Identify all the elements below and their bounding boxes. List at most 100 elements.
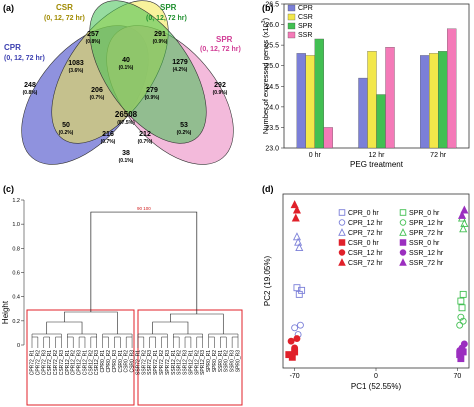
dendrogram-branch bbox=[55, 336, 62, 340]
region-count: 26508 bbox=[115, 110, 138, 119]
data-point bbox=[291, 344, 299, 352]
dendrogram-branch bbox=[137, 333, 168, 337]
legend-marker bbox=[399, 228, 407, 236]
dendrogram-leaf-label: SSR12_R3 bbox=[183, 350, 189, 375]
data-point bbox=[292, 232, 301, 241]
y-axis-label: PC2 (19.05%) bbox=[263, 256, 272, 307]
data-point bbox=[295, 242, 304, 251]
bar bbox=[323, 127, 333, 149]
dendrogram-leaf-label: CPR72_R3 bbox=[41, 350, 47, 376]
region-percent: (0.9%) bbox=[153, 39, 168, 45]
legend-swatch bbox=[287, 4, 296, 12]
legend-label: CSR bbox=[298, 14, 313, 21]
x-tick-label: 0 bbox=[374, 373, 378, 380]
dendrogram-leaf-label: CPR12_R2 bbox=[71, 350, 77, 376]
region-percent: (0.2%) bbox=[177, 130, 192, 136]
dendrogram-leaf-label: SSR0_R1 bbox=[218, 350, 224, 372]
y-tick-label: 26.0 bbox=[265, 22, 279, 29]
dendrogram-leaf-label: SPR72_R3 bbox=[165, 350, 171, 375]
set-label-cpr: CPR bbox=[4, 43, 21, 52]
bar-chart: 23.0 23.5 24.0 24.5 25.0 25.5 26.0 26.5 0 hr 12 h… bbox=[261, 2, 470, 169]
pca-scatter: -70 0 70 PC1 (52.55%) PC2 (19.05%) CPR_0 hr CP… bbox=[263, 193, 470, 391]
x-axis-label: PC1 (52.55%) bbox=[351, 382, 402, 391]
data-point bbox=[457, 210, 467, 219]
legend-label: SPR_72 hr bbox=[409, 230, 444, 237]
data-point bbox=[460, 205, 469, 214]
data-point bbox=[295, 290, 303, 298]
region-percent: (0.7%) bbox=[90, 95, 105, 101]
region-count: 38 bbox=[122, 150, 130, 157]
y-tick-label: 0.4 bbox=[12, 295, 20, 301]
legend-label: SSR_72 hr bbox=[409, 260, 444, 267]
dendrogram-leaf-label: SPR72_R2 bbox=[159, 350, 165, 375]
data-point bbox=[459, 224, 468, 233]
y-tick-label: 0.6 bbox=[12, 271, 20, 277]
dendrogram-branch bbox=[170, 313, 224, 334]
panel-a-label: (a) bbox=[3, 3, 14, 13]
region-count: 40 bbox=[122, 57, 130, 64]
region-percent: (0.1%) bbox=[119, 158, 134, 164]
legend-label: CPR bbox=[298, 5, 313, 12]
dendrogram-leaf-label: CSR0_R3 bbox=[130, 350, 136, 373]
bar bbox=[367, 51, 377, 149]
legend-marker bbox=[399, 239, 407, 246]
dendrogram-branch bbox=[64, 311, 118, 334]
x-axis-label: PEG treatment bbox=[350, 160, 404, 169]
bar bbox=[376, 94, 386, 149]
dendrogram-leaf-label: CPR12_R1 bbox=[65, 350, 71, 376]
dendrogram-branch bbox=[43, 336, 50, 340]
bar-chart-panel: (b) 23.0 23.5 24.0 24.5 25.0 25.5 26.0 26.5 0 hr… bbox=[261, 2, 470, 169]
y-tick-label: 25.0 bbox=[265, 63, 279, 70]
dendrogram-branch bbox=[184, 336, 192, 340]
dendrogram-branch bbox=[67, 336, 74, 340]
dendrogram-leaf-label: SPR12_R2 bbox=[194, 350, 200, 375]
y-tick-label: 1.0 bbox=[12, 222, 20, 228]
set-sub-ssr: (0, 12, 72 hr) bbox=[200, 46, 241, 53]
region-percent: (0.8%) bbox=[86, 39, 101, 45]
bar bbox=[420, 55, 430, 149]
data-point bbox=[456, 347, 464, 355]
region-percent: (0.9%) bbox=[213, 90, 228, 96]
dendrogram-branch bbox=[231, 336, 239, 340]
panel-b-label: (b) bbox=[262, 3, 274, 13]
data-point bbox=[291, 213, 300, 222]
dendrogram-branch bbox=[208, 333, 239, 337]
legend-label: SSR bbox=[298, 32, 312, 39]
panel-d-label: (d) bbox=[262, 184, 274, 194]
venn-set-spr bbox=[89, 0, 207, 144]
dendrogram-branch bbox=[152, 321, 189, 334]
set-label-ssr: SPR bbox=[216, 35, 233, 44]
data-point bbox=[293, 335, 301, 343]
region-percent: (3.6%) bbox=[69, 68, 84, 74]
legend-marker bbox=[338, 239, 346, 246]
dendrogram-leaf-label: SSR72_R2 bbox=[141, 350, 147, 375]
data-point bbox=[291, 324, 299, 332]
region-percent: (0.1%) bbox=[119, 65, 134, 71]
y-tick-label: 24.0 bbox=[265, 104, 279, 111]
bar bbox=[296, 53, 306, 149]
region-count: 248 bbox=[24, 82, 36, 89]
region-count: 212 bbox=[139, 131, 151, 138]
legend-marker bbox=[338, 228, 346, 236]
region-percent: (87.5%) bbox=[117, 120, 135, 126]
region-count: 53 bbox=[180, 122, 188, 129]
y-tick-label: 25.5 bbox=[265, 43, 279, 50]
dendrogram-leaf-label: CPR0_R2 bbox=[106, 350, 112, 373]
dendrogram-leaf-label: CSR72_R3 bbox=[59, 350, 65, 376]
region-count: 257 bbox=[87, 31, 99, 38]
dendrogram-branch bbox=[149, 336, 156, 340]
dendrogram-leaf-label: SSR0_R3 bbox=[230, 350, 236, 372]
dendrogram-branch bbox=[114, 336, 121, 340]
dendrogram-root-branch bbox=[90, 211, 198, 314]
dendrogram-branch bbox=[46, 321, 83, 334]
dendrogram-leaf-label: SPR0_R1 bbox=[206, 350, 212, 372]
data-point bbox=[460, 340, 468, 348]
dendrogram-branch bbox=[173, 333, 203, 337]
data-point bbox=[457, 297, 465, 305]
set-label-spr: SPR bbox=[160, 3, 177, 12]
data-point bbox=[456, 321, 464, 329]
data-point bbox=[296, 321, 304, 329]
dendrogram-branch bbox=[78, 336, 86, 340]
legend-label: SSR_0 hr bbox=[409, 240, 440, 247]
legend-marker bbox=[399, 249, 407, 256]
